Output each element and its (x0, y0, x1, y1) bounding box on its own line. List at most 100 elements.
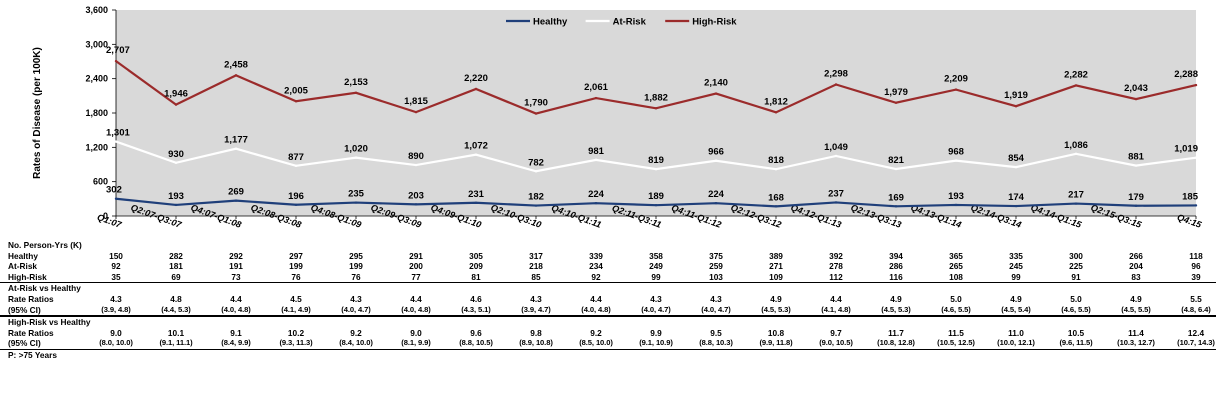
table-cell: 12.4 (1187, 327, 1205, 338)
table-cell: 259 (709, 261, 723, 272)
row-label: High-Risk vs Healthy (8, 317, 91, 328)
table-cell: 91 (1071, 271, 1081, 282)
table-cell: 9.9 (650, 327, 662, 338)
data-label-high-risk: 2,061 (584, 82, 608, 93)
table-cell: 92 (591, 271, 601, 282)
table-cell: 108 (949, 271, 963, 282)
table-cell: (8.8, 10.5) (459, 338, 493, 348)
table-cell: 10.8 (767, 327, 785, 338)
table-cell: 4.4 (830, 293, 842, 304)
data-point-high-risk (474, 87, 478, 91)
data-label-high-risk: 2,298 (824, 69, 848, 80)
table-cell: 394 (889, 250, 903, 261)
table-cell: (10.5, 12.5) (937, 338, 975, 348)
legend-label: At-Risk (613, 17, 647, 28)
data-point-healthy (414, 203, 418, 206)
table-cell: 9.0 (110, 327, 122, 338)
table-cell: 116 (889, 271, 903, 282)
data-label-high-risk: 2,282 (1064, 69, 1088, 80)
data-label-high-risk: 2,153 (344, 77, 368, 88)
table-cell: (9.6, 11.5) (1059, 338, 1093, 348)
data-point-at-risk (114, 140, 118, 143)
table-cell: 4.3 (110, 293, 122, 304)
table-cell: (4.0, 4.8) (221, 304, 251, 314)
table-cell: 9.5 (710, 327, 722, 338)
table-cell: 99 (1011, 271, 1021, 282)
data-label-at-risk: 782 (528, 157, 544, 168)
table-cell: (4.1, 4.9) (281, 304, 311, 314)
row-label: At-Risk (8, 261, 38, 272)
table-cell: (4.3, 5.1) (461, 304, 491, 314)
table-cell: 358 (649, 250, 663, 261)
data-label-at-risk: 881 (1128, 152, 1145, 163)
data-point-high-risk (174, 103, 178, 106)
table-cell: (8.9, 10.8) (519, 338, 553, 348)
table-cell: 305 (469, 250, 483, 261)
data-point-healthy (354, 201, 358, 204)
table-cell: 234 (589, 261, 603, 272)
table-cell: 11.5 (948, 327, 964, 338)
data-point-high-risk (1194, 83, 1198, 87)
data-label-at-risk: 968 (948, 147, 964, 158)
data-label-at-risk: 981 (588, 146, 605, 157)
table-cell: (4.0, 4.7) (701, 304, 731, 314)
table-row: Healthy 150 282 292 297 295 291 305 317 339 358 375… (0, 251, 1216, 262)
data-label-healthy: 189 (648, 191, 664, 202)
data-point-high-risk (294, 100, 298, 103)
data-label-at-risk: 890 (408, 151, 424, 162)
table-cell: 5.0 (1070, 293, 1082, 304)
data-point-healthy (534, 204, 538, 207)
data-label-at-risk: 1,177 (224, 135, 248, 146)
y-tick-label: 0 (103, 211, 108, 221)
table-row: At-Risk 92 181 191 199 199 200 209 218 234 249 259 2… (0, 261, 1216, 272)
table-cell: 109 (769, 271, 783, 282)
data-point-high-risk (534, 112, 538, 115)
data-point-high-risk (834, 83, 838, 86)
table-cell: 204 (1129, 261, 1143, 272)
data-point-healthy (1014, 204, 1018, 208)
data-label-healthy: 174 (1008, 192, 1025, 203)
table-cell: 9.8 (530, 327, 542, 338)
table-row: High-Risk vs Healthy (0, 316, 1216, 328)
data-label-healthy: 179 (1128, 192, 1144, 203)
data-label-at-risk: 877 (288, 152, 304, 163)
table-cell: 118 (1189, 250, 1203, 261)
table-cell: (10.7, 14.3) (1177, 338, 1215, 348)
data-label-healthy: 224 (708, 189, 725, 200)
table-cell: 392 (829, 250, 843, 261)
data-label-high-risk: 1,946 (164, 89, 188, 100)
table-cell: 375 (709, 250, 723, 261)
table-cell: (4.6, 5.5) (941, 304, 971, 314)
table-cell: 199 (289, 261, 303, 272)
table-cell: 339 (589, 250, 603, 261)
table-cell: 295 (349, 250, 363, 261)
table-cell: 69 (171, 271, 181, 282)
data-label-healthy: 269 (228, 187, 244, 198)
table-cell: 292 (229, 250, 243, 261)
data-label-high-risk: 2,707 (106, 45, 130, 56)
table-cell: (8.8, 10.3) (699, 338, 733, 348)
table-cell: 73 (231, 271, 241, 282)
table-cell: 297 (289, 250, 303, 261)
row-label: High-Risk (8, 271, 47, 282)
table-cell: 10.5 (1067, 327, 1085, 338)
table-cell: 85 (531, 271, 541, 282)
table-row: (95% CI) (3.9, 4.8) (4.4, 5.3) (4.0, 4.8) (4… (0, 305, 1216, 317)
table-cell: 200 (409, 261, 423, 272)
table-row: Rate Ratios 9.0 10.1 9.1 10.2 9.2 9.0 9.6 9.8 9.2… (0, 328, 1216, 339)
data-label-healthy: 237 (828, 188, 844, 199)
table-cell: (8.4, 9.9) (221, 338, 251, 348)
plot-area (116, 10, 1196, 216)
table-cell: (8.5, 10.0) (579, 338, 613, 348)
legend: Healthy At-Risk High-Risk (506, 17, 737, 28)
table-cell: (4.5, 5.3) (881, 304, 911, 314)
table-cell: 9.2 (590, 327, 602, 338)
data-point-high-risk (1134, 97, 1138, 101)
data-table: No. Person-Yrs (K) Healthy 150 282 292 297 295… (0, 238, 1216, 361)
table-cell: 4.9 (1010, 293, 1022, 304)
data-point-healthy (174, 203, 178, 207)
table-cell: 39 (1191, 271, 1201, 282)
table-cell: (4.0, 4.8) (581, 304, 611, 314)
data-label-healthy: 235 (348, 189, 365, 200)
data-point-high-risk (774, 111, 778, 114)
